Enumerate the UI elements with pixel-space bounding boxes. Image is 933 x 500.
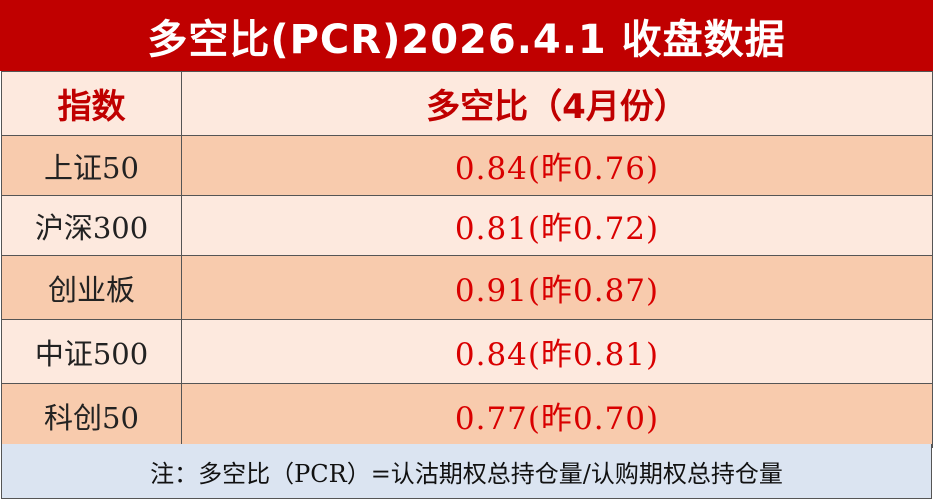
table-header-row: 指数 多空比（4月份）: [1, 71, 933, 136]
table-row: 中证500 0.84(昨0.81): [1, 319, 933, 384]
pcr-table: 指数 多空比（4月份） 上证50 0.84(昨0.76) 沪深300 0.81(…: [1, 71, 933, 448]
ratio-column-header: 多空比（4月份）: [181, 71, 933, 136]
ratio-value-cell: 0.91(昨0.87): [181, 255, 933, 320]
table-row: 科创50 0.77(昨0.70): [1, 383, 933, 448]
index-name-cell: 中证500: [1, 319, 182, 384]
ratio-value-cell: 0.81(昨0.72): [181, 195, 933, 256]
table-row: 沪深300 0.81(昨0.72): [1, 195, 933, 256]
ratio-value-cell: 0.77(昨0.70): [181, 383, 933, 448]
index-name-cell: 科创50: [1, 383, 182, 448]
ratio-value-cell: 0.84(昨0.76): [181, 135, 933, 196]
index-name-cell: 创业板: [1, 255, 182, 320]
footnote: 注：多空比（PCR）=认沽期权总持仓量/认购期权总持仓量: [1, 444, 932, 499]
index-column-header: 指数: [1, 71, 182, 136]
index-name-cell: 上证50: [1, 135, 182, 196]
table-row: 上证50 0.84(昨0.76): [1, 135, 933, 196]
index-name-cell: 沪深300: [1, 195, 182, 256]
table-row: 创业板 0.91(昨0.87): [1, 255, 933, 320]
ratio-value-cell: 0.84(昨0.81): [181, 319, 933, 384]
page-title: 多空比(PCR)2026.4.1 收盘数据: [0, 0, 933, 71]
